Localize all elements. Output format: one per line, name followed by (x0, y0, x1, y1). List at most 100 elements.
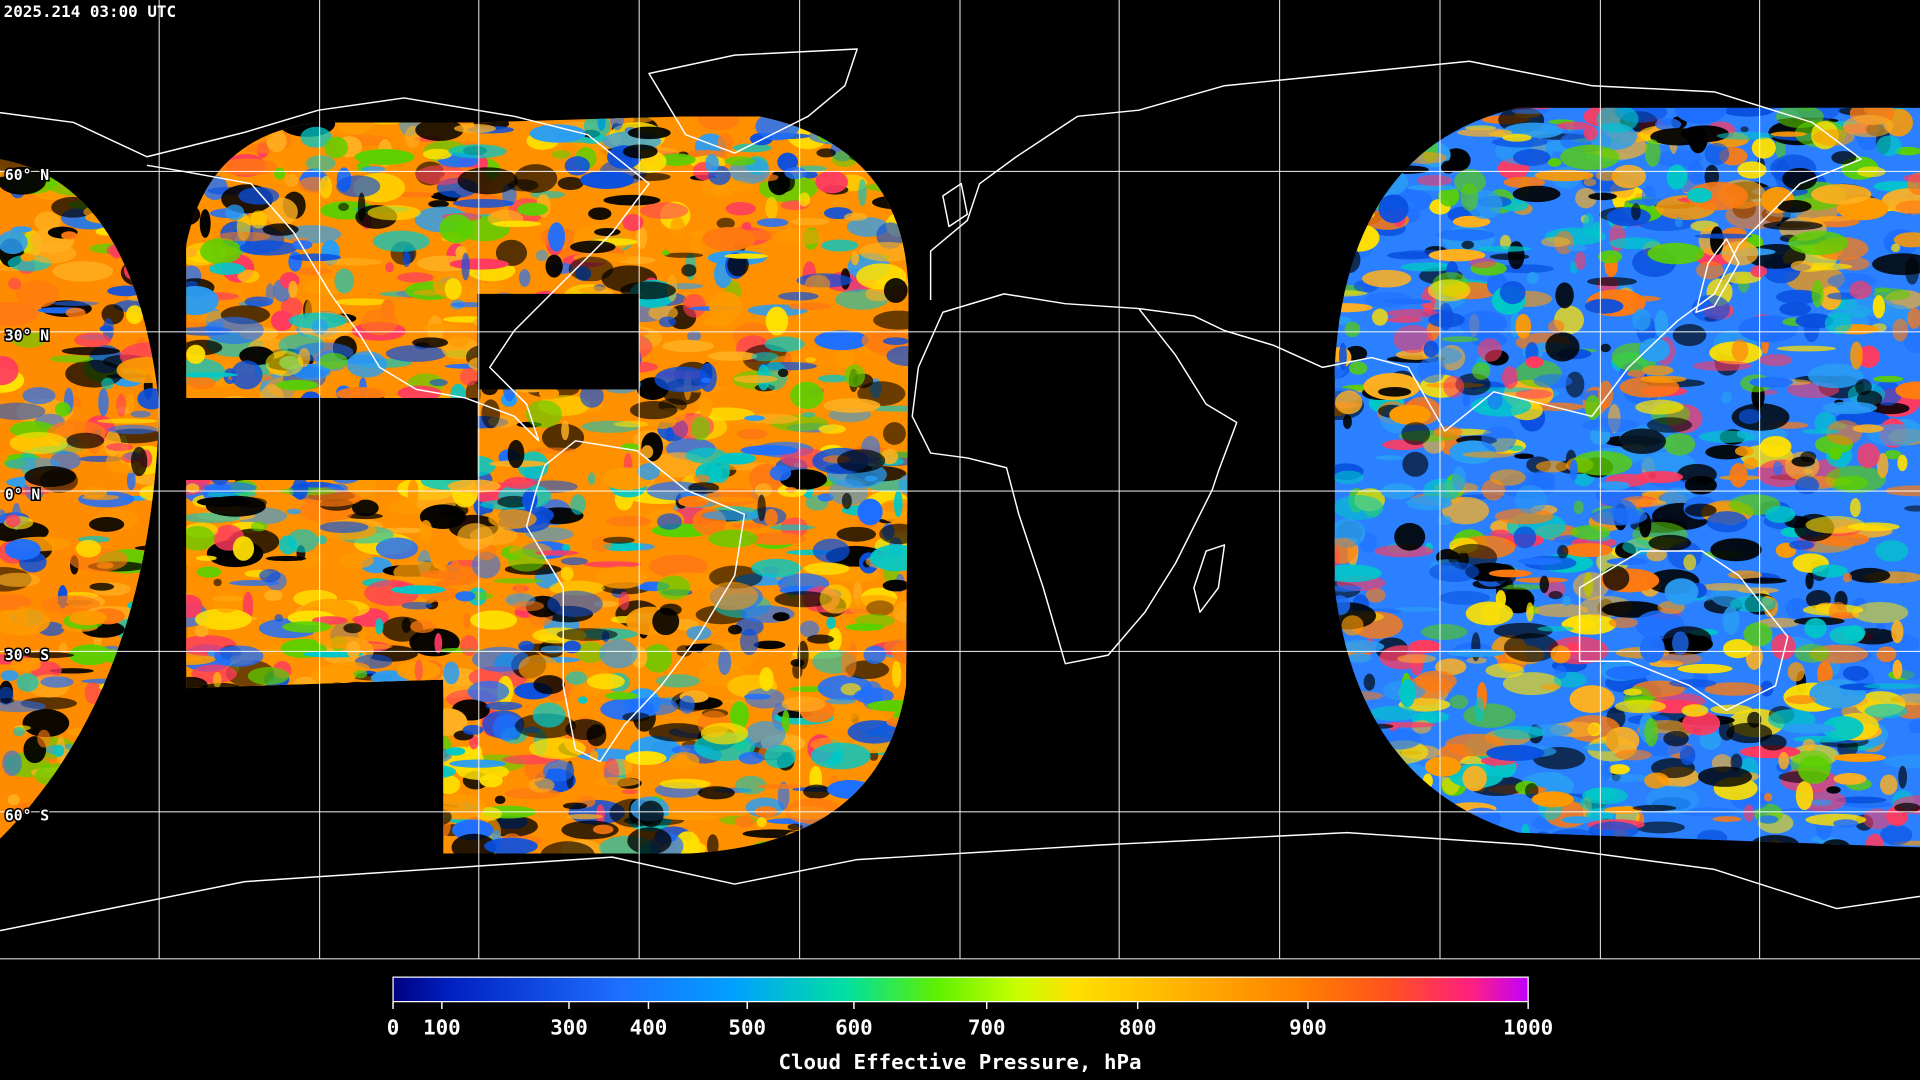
cloud-texture (1449, 694, 1469, 709)
cloud-texture (1541, 684, 1561, 690)
cloud-texture (1531, 791, 1574, 808)
cloud-texture (543, 760, 575, 782)
cloud-texture (765, 196, 778, 220)
cloud-texture (244, 296, 273, 307)
cloud-texture (15, 605, 29, 632)
colorbar-tick-label: 100 (423, 1016, 461, 1040)
cloud-texture (1712, 816, 1742, 823)
cloud-texture (448, 144, 507, 159)
cloud-texture (1757, 617, 1800, 628)
cloud-texture (522, 489, 538, 511)
cloud-texture (1710, 538, 1762, 562)
great-britain (942, 182, 969, 228)
colorbar: 0 100 300 400 500 600 700 800 900 1000 (387, 976, 1553, 1040)
cloud-texture (1655, 149, 1702, 168)
cloud-texture (1824, 312, 1852, 335)
cloud-texture (1779, 302, 1812, 316)
latitude-label: 60° N (5, 167, 49, 184)
cloud-texture (560, 566, 574, 581)
cloud-texture (562, 802, 588, 810)
cloud-texture (385, 262, 394, 273)
cloud-texture (1562, 595, 1572, 606)
cloud-texture (622, 214, 644, 232)
cloud-texture (823, 398, 881, 413)
cloud-texture (847, 595, 905, 618)
cloud-texture (375, 537, 419, 560)
cloud-texture (1641, 365, 1674, 376)
cloud-texture (107, 424, 158, 435)
cloud-texture (1666, 164, 1688, 190)
cloud-texture (1335, 390, 1363, 415)
cloud-texture (599, 639, 638, 669)
cloud-texture (1441, 336, 1479, 343)
cloud-texture (1584, 395, 1601, 420)
cloud-texture (237, 269, 260, 283)
cloud-texture (1644, 139, 1661, 167)
cloud-texture (804, 274, 831, 294)
cloud-texture (196, 566, 222, 578)
cloud-texture (1687, 187, 1713, 203)
cloud-texture (186, 321, 209, 328)
cloud-texture (1646, 417, 1693, 433)
cloud-texture (1826, 786, 1841, 794)
cloud-texture (239, 240, 298, 256)
cloud-texture (1663, 730, 1689, 747)
cloud-texture (568, 256, 614, 282)
cloud-texture (1368, 706, 1418, 721)
cloud-texture (1737, 161, 1767, 179)
cloud-texture (372, 230, 430, 252)
cloud-texture (51, 301, 99, 306)
cloud-texture (58, 642, 68, 654)
cloud-texture (697, 116, 740, 131)
cloud-texture (1346, 653, 1372, 663)
cloud-texture (428, 200, 449, 208)
cloud-texture (419, 504, 466, 529)
cloud-texture (2, 750, 22, 777)
cloud-texture (1862, 808, 1892, 830)
cloud-texture (451, 560, 460, 569)
cloud-texture (1631, 203, 1641, 221)
cloud-texture (468, 735, 479, 750)
cloud-texture (318, 352, 348, 370)
cloud-texture (841, 492, 852, 510)
cloud-texture (1849, 280, 1872, 300)
cloud-texture (305, 155, 336, 172)
cloud-texture (49, 355, 94, 363)
cloud-texture (1380, 722, 1437, 728)
cloud-texture (686, 625, 712, 641)
cloud-texture (1493, 725, 1546, 740)
cloud-texture (1749, 377, 1793, 388)
cloud-texture (1550, 645, 1571, 664)
cloud-texture (1814, 216, 1853, 222)
cloud-texture (1583, 125, 1598, 141)
cloud-texture (1758, 815, 1779, 824)
cloud-texture (1365, 587, 1386, 603)
cloud-texture (1563, 543, 1613, 558)
cloud-texture (204, 316, 264, 345)
cloud-texture (1902, 174, 1920, 182)
cloud-texture (1583, 213, 1595, 238)
cloud-texture (20, 253, 35, 262)
cloud-texture (529, 124, 586, 143)
cloud-texture (1489, 469, 1526, 486)
cloud-texture (661, 250, 670, 256)
cloud-texture (375, 618, 384, 635)
cloud-texture (407, 479, 419, 506)
colorbar-gradient (392, 976, 1529, 1003)
cloud-texture (1608, 617, 1639, 629)
cloud-texture (262, 223, 299, 236)
cloud-texture (1530, 470, 1556, 489)
cloud-texture (334, 268, 355, 294)
cloud-texture (336, 175, 381, 198)
cloud-texture (284, 551, 324, 568)
cloud-texture (1822, 401, 1878, 415)
cloud-texture (463, 613, 471, 630)
cloud-texture (1785, 265, 1845, 294)
cloud-texture (738, 751, 765, 765)
cloud-texture (1704, 682, 1763, 696)
cloud-texture (545, 254, 563, 278)
cloud-texture (1869, 402, 1910, 415)
cloud-texture (1897, 454, 1908, 472)
cloud-texture (484, 837, 538, 854)
cloud-texture (1674, 217, 1683, 228)
